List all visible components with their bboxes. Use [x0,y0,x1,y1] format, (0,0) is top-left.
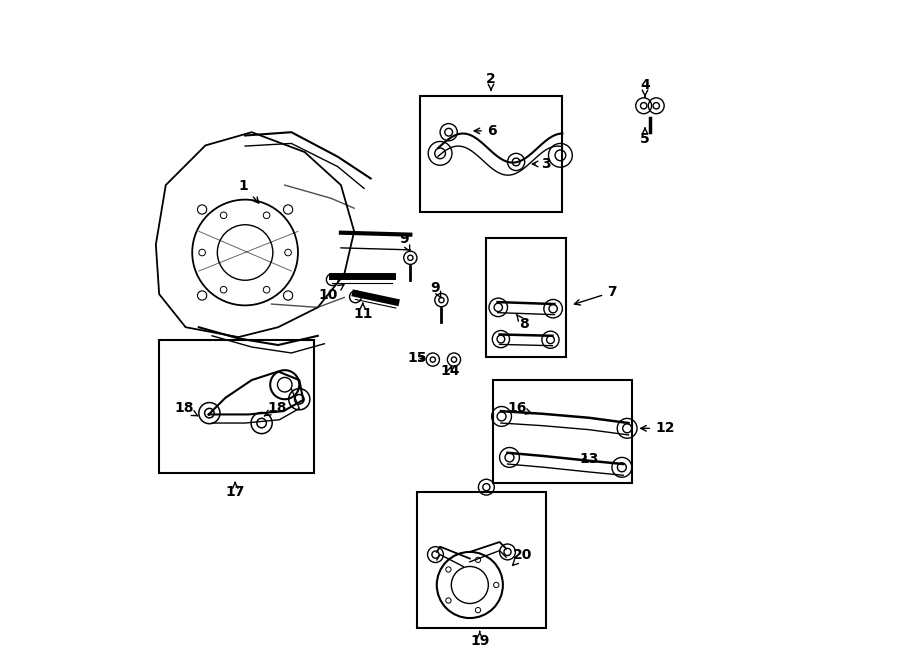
Text: 20: 20 [512,548,533,566]
Text: 15: 15 [407,351,427,366]
Bar [417,492,545,628]
Text: 6: 6 [474,124,497,138]
Circle shape [327,274,338,286]
Bar [159,340,314,473]
Text: 2: 2 [486,72,496,90]
Text: 9: 9 [430,280,441,297]
Text: 11: 11 [353,303,373,321]
Circle shape [349,291,362,303]
Text: 12: 12 [641,421,675,436]
Text: 4: 4 [640,77,650,97]
Bar [486,238,566,357]
Text: 8: 8 [517,314,529,331]
Text: 3: 3 [532,157,551,171]
Bar [493,380,632,483]
Text: 19: 19 [470,631,490,648]
Text: 13: 13 [579,452,599,467]
Text: 16: 16 [508,401,533,416]
Text: 5: 5 [640,128,650,146]
Text: 17: 17 [226,483,245,500]
Bar [420,96,562,212]
Text: 10: 10 [318,285,344,303]
Text: 18: 18 [175,401,198,416]
Text: 9: 9 [399,232,410,252]
Text: 18: 18 [265,401,286,416]
Text: 1: 1 [238,179,258,203]
Text: 7: 7 [574,285,617,305]
Text: 14: 14 [440,364,460,379]
